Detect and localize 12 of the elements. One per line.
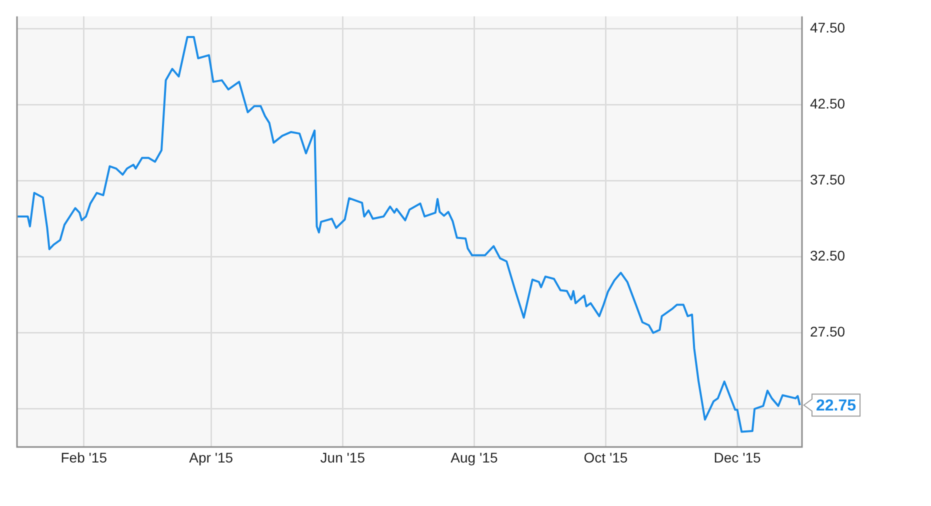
- annotation: 22.75: [816, 398, 856, 415]
- x-tick-label: Feb '15: [60, 449, 108, 466]
- x-tick-label: Dec '15: [714, 449, 762, 466]
- y-tick-label: 27.50: [810, 324, 846, 340]
- x-tick-label: Jun '15: [320, 449, 366, 466]
- y-tick-label: 32.50: [810, 248, 846, 264]
- x-tick-label: Apr '15: [189, 449, 234, 466]
- y-tick-label: 47.50: [810, 19, 846, 36]
- x-tick-label: Aug '15: [450, 449, 498, 466]
- x-tick-label: Oct '15: [584, 449, 628, 466]
- y-tick-label: 37.50: [810, 172, 846, 188]
- y-tick-label: 42.50: [810, 96, 846, 112]
